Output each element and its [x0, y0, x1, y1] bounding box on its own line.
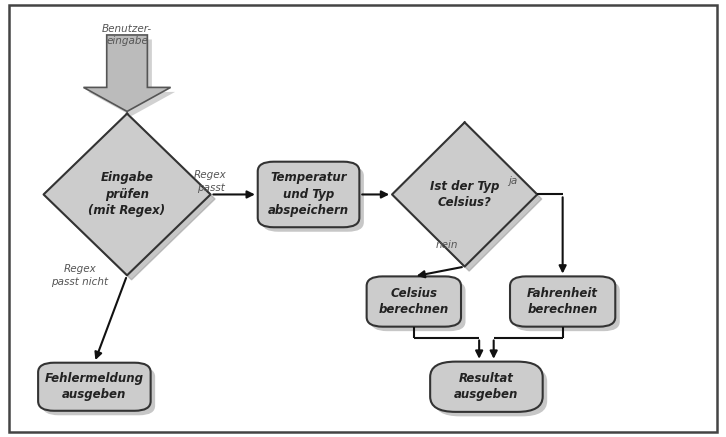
FancyBboxPatch shape [38, 363, 151, 411]
FancyBboxPatch shape [367, 277, 461, 327]
FancyBboxPatch shape [258, 162, 359, 227]
Polygon shape [83, 35, 171, 111]
Text: Regex
passt nicht: Regex passt nicht [52, 264, 108, 287]
Polygon shape [392, 122, 537, 267]
Text: Resultat
ausgeben: Resultat ausgeben [454, 372, 518, 402]
Text: Regex
passt: Regex passt [194, 170, 227, 193]
Polygon shape [88, 39, 175, 116]
Text: Benutzer-
eingabe: Benutzer- eingabe [102, 24, 152, 46]
Text: ja: ja [508, 177, 518, 186]
FancyBboxPatch shape [510, 277, 616, 327]
Polygon shape [48, 118, 215, 280]
Text: Celsius
berechnen: Celsius berechnen [379, 287, 449, 316]
FancyBboxPatch shape [430, 362, 543, 412]
Text: nein: nein [436, 240, 458, 250]
Text: Fehlermeldung
ausgeben: Fehlermeldung ausgeben [45, 372, 144, 402]
Polygon shape [396, 127, 542, 271]
FancyBboxPatch shape [435, 366, 547, 416]
FancyBboxPatch shape [43, 367, 155, 415]
FancyBboxPatch shape [515, 281, 620, 331]
Polygon shape [44, 114, 211, 275]
FancyBboxPatch shape [262, 166, 364, 232]
Text: Fahrenheit
berechnen: Fahrenheit berechnen [527, 287, 598, 316]
Text: Ist der Typ
Celsius?: Ist der Typ Celsius? [430, 180, 499, 209]
Text: Eingabe
prüfen
(mit Regex): Eingabe prüfen (mit Regex) [89, 171, 166, 218]
FancyBboxPatch shape [371, 281, 465, 331]
Text: Temperatur
und Typ
abspeichern: Temperatur und Typ abspeichern [268, 171, 349, 218]
